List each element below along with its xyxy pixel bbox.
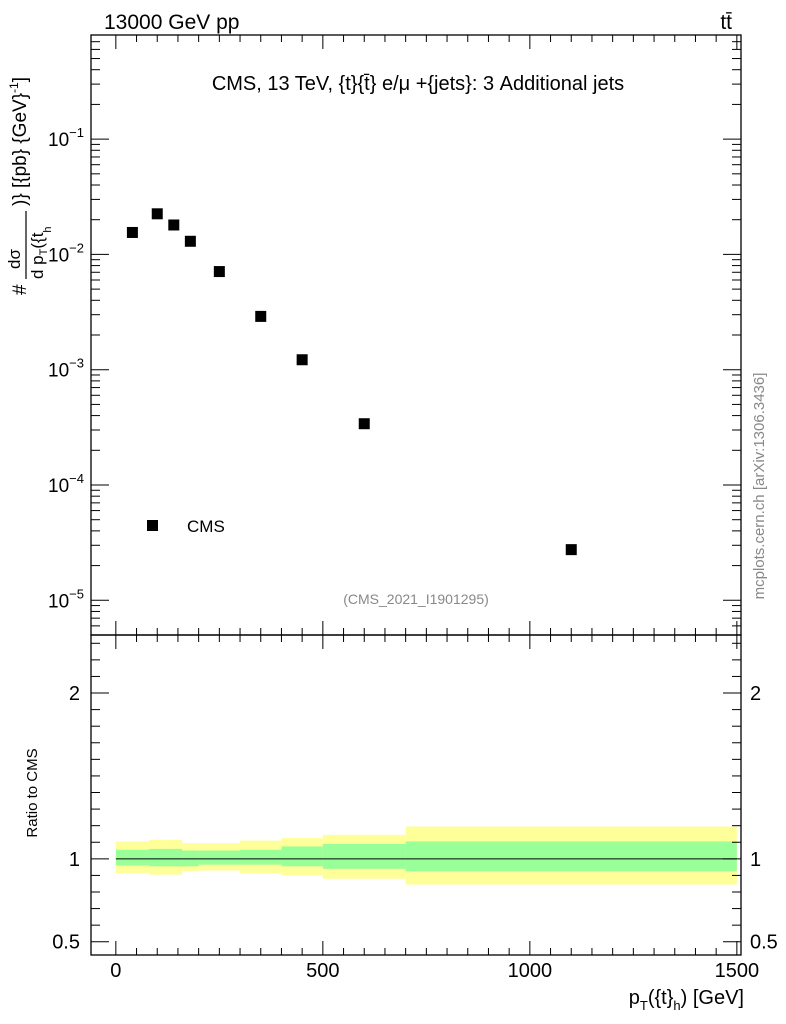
- ylabel-tail-sup: -1: [7, 82, 21, 93]
- main-plot-frame: [90, 34, 742, 636]
- ylabel-prefix: #: [10, 284, 31, 295]
- ratio-inner-band: [281, 846, 323, 867]
- ratio-inner-band: [148, 848, 166, 867]
- main-y-tick-label: 10−3: [48, 356, 84, 382]
- legend-label-cms: CMS: [187, 517, 225, 536]
- svg-text:)} [{pb} {GeV}-1]: )} [{pb} {GeV}-1]: [7, 77, 31, 206]
- ylabel-denominator-sub: T: [38, 248, 50, 255]
- data-point: [565, 544, 577, 556]
- ylabel-denominator-rest: ({t: [28, 232, 47, 248]
- ylabel-numerator: dσ: [5, 249, 24, 269]
- ylabel-tail: )} [{pb} {GeV}: [10, 93, 31, 206]
- ratio-y-tick-label-right: 1: [750, 849, 761, 871]
- ratio-bands: [115, 826, 737, 885]
- ratio-y-tick-label-right: 0.5: [750, 932, 778, 954]
- data-point: [168, 219, 180, 231]
- data-point: [126, 226, 138, 238]
- x-tick-label: 500: [306, 960, 339, 982]
- main-plot-title: CMS, 13 TeV, {t}{t̄} e/μ +{jets}: 3 Addi…: [212, 73, 624, 95]
- ratio-y-tick-label-left: 2: [69, 683, 80, 705]
- ratio-inner-band: [240, 849, 282, 865]
- ratio-y-axis-label: Ratio to CMS: [24, 748, 41, 837]
- ratio-inner-band: [405, 841, 737, 872]
- ratio-axis-ticks: [91, 635, 741, 955]
- ratio-inner-band: [198, 850, 241, 865]
- x-tick-label: 1500: [715, 960, 760, 982]
- data-points: [126, 208, 577, 556]
- watermark: mcplots.cern.ch [arXiv:1306.3436]: [751, 373, 768, 600]
- ratio-y-tick-label-left: 0.5: [52, 932, 80, 954]
- data-point: [213, 266, 225, 278]
- x-tick-label: 1000: [508, 960, 553, 982]
- ratio-plot-frame: [90, 634, 742, 956]
- svg-text:d pT({th: d pT({th: [28, 226, 54, 279]
- ratio-y-tick-label-right: 2: [750, 683, 761, 705]
- svg-text:#: #: [10, 284, 31, 295]
- ratio-inner-band: [322, 843, 406, 869]
- ratio-y-tick-label-left: 1: [69, 849, 80, 871]
- x-axis-label: pT({t}h) [GeV]: [629, 987, 744, 1013]
- data-point: [296, 354, 308, 366]
- ylabel-denominator-rest-sub: h: [42, 226, 54, 232]
- header-left-label: 13000 GeV pp: [104, 11, 239, 34]
- main-y-tick-label: 10−1: [48, 125, 84, 151]
- ylabel-denominator: d p: [28, 255, 47, 279]
- main-axis-ticks: [91, 34, 741, 635]
- ratio-inner-band: [115, 849, 149, 866]
- header-right-label: tt̄: [720, 11, 732, 34]
- data-point: [255, 310, 267, 322]
- main-y-tick-label: 10−4: [48, 471, 84, 497]
- legend-marker-cms: [147, 520, 158, 531]
- x-tick-labels: 0 500 1000 1500: [110, 960, 759, 982]
- main-y-tick-labels: 10−1 10−2 10−3 10−4 10−5: [48, 125, 84, 612]
- ratio-y-tick-labels: 0.5 0.5 1 1 2 2: [52, 683, 778, 954]
- data-point: [184, 235, 196, 247]
- ratio-inner-band: [165, 848, 183, 867]
- data-point: [151, 208, 163, 220]
- x-tick-label: 0: [110, 960, 121, 982]
- main-y-tick-label: 10−2: [48, 240, 84, 266]
- ylabel-tail-end: ]: [10, 77, 31, 82]
- main-y-tick-label: 10−5: [48, 586, 84, 612]
- analysis-tag: (CMS_2021_I1901295): [343, 591, 489, 607]
- main-y-axis-label: # dσ d pT({th )} [{pb} {GeV}-1]: [5, 77, 54, 295]
- data-point: [358, 418, 370, 430]
